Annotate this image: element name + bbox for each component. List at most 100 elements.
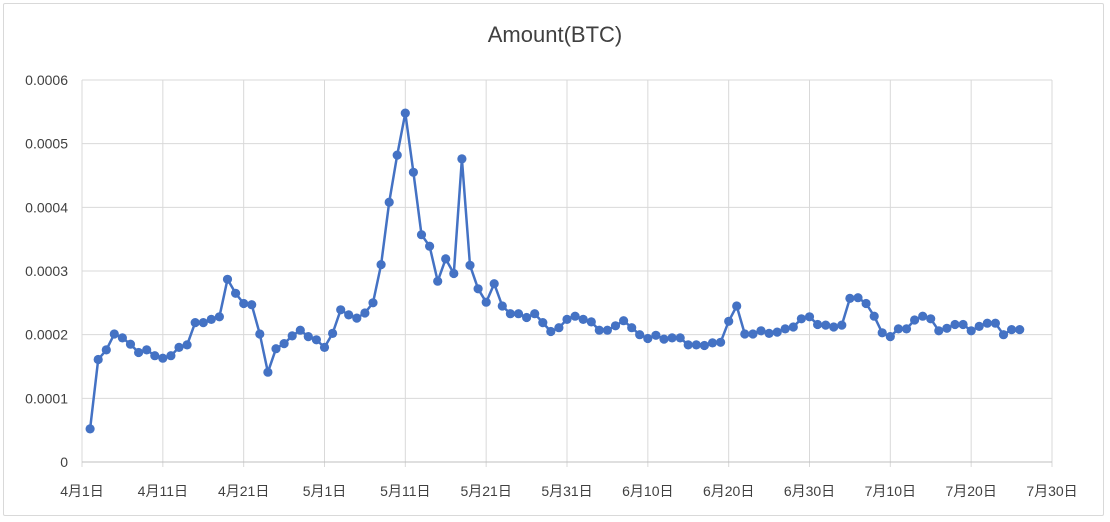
data-point bbox=[530, 309, 540, 319]
data-point bbox=[336, 305, 346, 315]
data-point bbox=[360, 308, 370, 318]
data-point bbox=[546, 326, 556, 337]
data-point bbox=[376, 260, 386, 270]
y-tick-label: 0.0001 bbox=[25, 390, 68, 406]
data-point bbox=[732, 301, 742, 311]
data-point bbox=[659, 334, 669, 344]
data-point bbox=[667, 333, 677, 343]
data-point bbox=[150, 351, 160, 361]
data-point bbox=[473, 284, 483, 294]
data-point bbox=[683, 340, 693, 350]
y-tick-label: 0.0002 bbox=[25, 327, 68, 343]
data-point bbox=[489, 279, 499, 289]
data-point bbox=[214, 312, 224, 322]
data-point bbox=[578, 314, 588, 324]
data-point bbox=[255, 329, 265, 339]
data-point bbox=[748, 329, 758, 339]
chart-area bbox=[3, 3, 1104, 516]
data-point bbox=[344, 310, 354, 320]
data-point bbox=[142, 345, 152, 355]
data-point bbox=[303, 332, 313, 342]
data-point bbox=[716, 337, 726, 347]
data-point bbox=[368, 298, 378, 308]
data-point bbox=[449, 268, 459, 279]
data-point bbox=[691, 340, 701, 350]
data-point bbox=[675, 333, 685, 343]
data-point bbox=[319, 342, 330, 352]
data-point bbox=[352, 313, 362, 323]
data-point bbox=[247, 300, 257, 310]
data-point bbox=[974, 321, 984, 331]
data-point bbox=[821, 320, 831, 330]
data-point bbox=[885, 332, 895, 342]
data-point bbox=[190, 318, 200, 328]
data-point bbox=[166, 351, 176, 361]
data-point bbox=[982, 318, 992, 328]
data-point bbox=[1015, 325, 1025, 335]
data-point bbox=[788, 322, 798, 332]
data-point bbox=[990, 318, 1001, 328]
data-point bbox=[400, 108, 410, 118]
x-tick-label: 7月30日 bbox=[1026, 483, 1077, 499]
data-point bbox=[837, 320, 847, 330]
data-point bbox=[910, 315, 920, 325]
data-point bbox=[699, 340, 710, 351]
data-point bbox=[627, 323, 637, 333]
data-point bbox=[740, 329, 750, 339]
data-point bbox=[158, 353, 168, 363]
data-point bbox=[756, 326, 766, 336]
x-tick-label: 7月10日 bbox=[865, 483, 916, 499]
data-point bbox=[764, 328, 774, 338]
y-tick-label: 0.0006 bbox=[25, 72, 68, 88]
data-point bbox=[877, 328, 887, 338]
data-point bbox=[1007, 325, 1017, 335]
data-point bbox=[328, 328, 338, 338]
data-point bbox=[804, 312, 815, 322]
y-tick-label: 0.0004 bbox=[25, 199, 68, 215]
x-tick-label: 4月1日 bbox=[60, 483, 104, 499]
data-point bbox=[505, 309, 515, 319]
data-point bbox=[562, 314, 572, 324]
data-point bbox=[829, 322, 839, 332]
data-point bbox=[117, 333, 127, 343]
chart-title: Amount(BTC) bbox=[487, 22, 623, 47]
x-tick-label: 5月21日 bbox=[460, 483, 511, 499]
data-point bbox=[408, 167, 418, 177]
x-tick-label: 4月11日 bbox=[138, 483, 188, 499]
y-tick-label: 0.0005 bbox=[25, 136, 68, 152]
tick-labels: 0 0.0001 0.0002 0.0003 0.0004 0.0005 0.0006 4月1… bbox=[25, 72, 1078, 499]
data-point bbox=[934, 326, 944, 336]
data-point bbox=[182, 340, 192, 350]
data-point bbox=[918, 311, 928, 321]
data-point bbox=[134, 347, 144, 358]
data-point bbox=[869, 311, 879, 321]
data-point bbox=[311, 335, 321, 345]
data-point bbox=[707, 338, 718, 348]
data-point bbox=[998, 330, 1009, 340]
x-tick-label: 7月20日 bbox=[945, 483, 996, 499]
data-point bbox=[958, 319, 968, 330]
data-point bbox=[271, 344, 281, 354]
data-point bbox=[425, 241, 435, 251]
x-tick-label: 4月21日 bbox=[218, 483, 269, 499]
data-point bbox=[198, 318, 208, 328]
y-tick-label: 0.0003 bbox=[25, 263, 68, 279]
data-point bbox=[643, 333, 653, 344]
data-point bbox=[554, 323, 564, 333]
data-point bbox=[602, 325, 613, 335]
data-point bbox=[206, 314, 216, 324]
data-point bbox=[457, 154, 467, 164]
data-point bbox=[861, 298, 871, 309]
data-point bbox=[926, 314, 936, 324]
data-point bbox=[853, 293, 863, 303]
data-point bbox=[513, 309, 524, 319]
data-point bbox=[619, 316, 629, 326]
data-point bbox=[295, 325, 305, 335]
data-point bbox=[796, 314, 807, 324]
data-point bbox=[231, 288, 241, 298]
data-point bbox=[416, 230, 427, 240]
data-point bbox=[441, 254, 451, 264]
data-point bbox=[845, 293, 855, 303]
data-point bbox=[174, 342, 184, 352]
